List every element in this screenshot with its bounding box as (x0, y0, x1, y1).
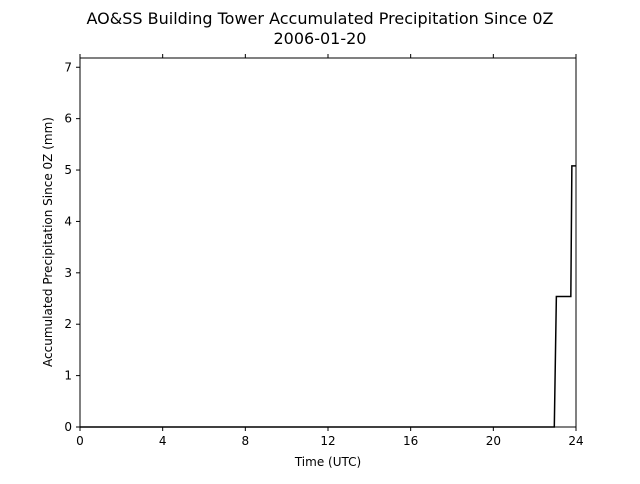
y-tick-label: 5 (64, 163, 72, 177)
y-tick-label: 1 (64, 369, 72, 383)
y-tick-label: 3 (64, 266, 72, 280)
x-axis-label: Time (UTC) (294, 455, 361, 469)
chart-title: AO&SS Building Tower Accumulated Precipi… (87, 9, 554, 28)
line (80, 165, 576, 428)
plot-frame (79, 57, 577, 428)
x-tick-label: 0 (76, 434, 84, 448)
x-tick-label: 24 (568, 434, 583, 448)
x-tick-label: 4 (159, 434, 167, 448)
x-tick-label: 16 (403, 434, 418, 448)
y-tick-label: 4 (64, 214, 72, 228)
y-axis-label: Accumulated Precipitation Since 0Z (mm) (41, 117, 55, 367)
x-tick-label: 12 (320, 434, 335, 448)
chart-subtitle: 2006-01-20 (274, 29, 367, 48)
y-tick-label: 7 (64, 60, 72, 74)
x-tick-label: 20 (486, 434, 501, 448)
y-tick-label: 0 (64, 420, 72, 434)
y-tick-label: 2 (64, 317, 72, 331)
x-tick-label: 8 (242, 434, 250, 448)
y-tick-label: 6 (64, 112, 72, 126)
